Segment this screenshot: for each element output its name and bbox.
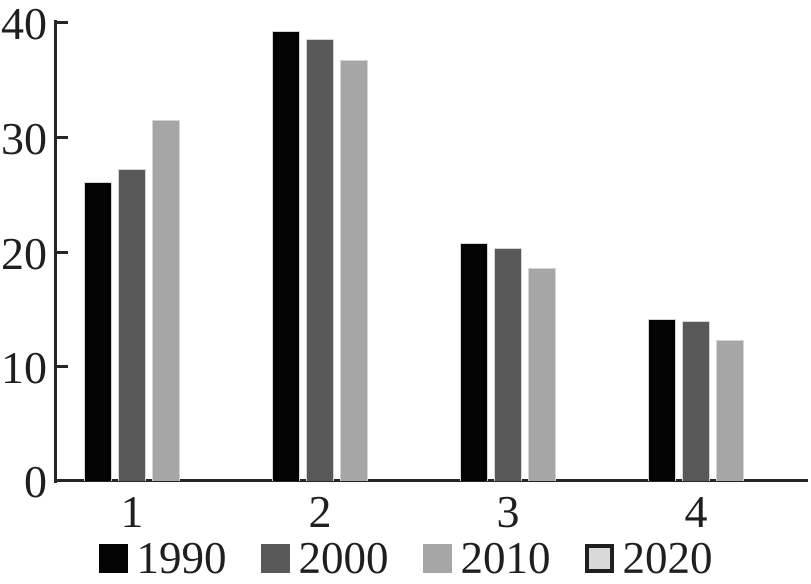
y-tick-label-30: 30	[1, 112, 47, 164]
y-tick-30	[54, 135, 68, 139]
legend-label-2010: 2010	[460, 533, 551, 583]
x-tick-label-2: 2	[308, 486, 332, 537]
bar-2000-group-1	[118, 168, 146, 481]
bar-1990-group-2	[272, 31, 300, 481]
x-tick-label-3: 3	[496, 486, 520, 537]
y-tick-label-20: 20	[1, 227, 47, 279]
bar-2000-group-2	[306, 39, 334, 481]
legend-label-2020: 2020	[622, 533, 713, 583]
bar-2010-group-4	[716, 339, 744, 481]
y-tick-label-10: 10	[1, 342, 47, 394]
bar-1990-group-4	[648, 319, 676, 481]
legend-entry-2000: 2000	[260, 533, 389, 583]
legend-entry-2010: 2010	[422, 533, 551, 583]
bar-2000-group-3	[494, 248, 522, 481]
y-axis-spine	[54, 20, 57, 483]
y-tick-20	[54, 250, 68, 254]
legend-swatch-2020	[584, 544, 614, 573]
legend: 1990 2000 2010 2020	[0, 536, 811, 581]
legend-entry-2020: 2020	[584, 533, 713, 583]
bar-2010-group-3	[528, 267, 556, 481]
x-tick-label-1: 1	[120, 486, 144, 537]
x-axis-baseline	[54, 479, 808, 482]
legend-swatch-2000	[260, 544, 290, 573]
y-tick-label-0: 0	[24, 456, 47, 507]
legend-label-2000: 2000	[298, 533, 389, 583]
bar-1990-group-3	[460, 243, 488, 481]
legend-swatch-2010	[422, 544, 452, 573]
bar-1990-group-1	[84, 181, 112, 481]
y-tick-10	[54, 365, 68, 369]
bar-2010-group-1	[152, 119, 180, 481]
x-tick-label-4: 4	[684, 486, 708, 537]
legend-swatch-1990	[98, 544, 128, 573]
bar-2000-group-4	[682, 321, 710, 481]
bar-2010-group-2	[340, 59, 368, 481]
legend-entry-1990: 1990	[98, 533, 227, 583]
y-tick-40	[54, 21, 68, 24]
legend-label-1990: 1990	[136, 533, 227, 583]
y-tick-label-40: 40	[1, 0, 47, 49]
